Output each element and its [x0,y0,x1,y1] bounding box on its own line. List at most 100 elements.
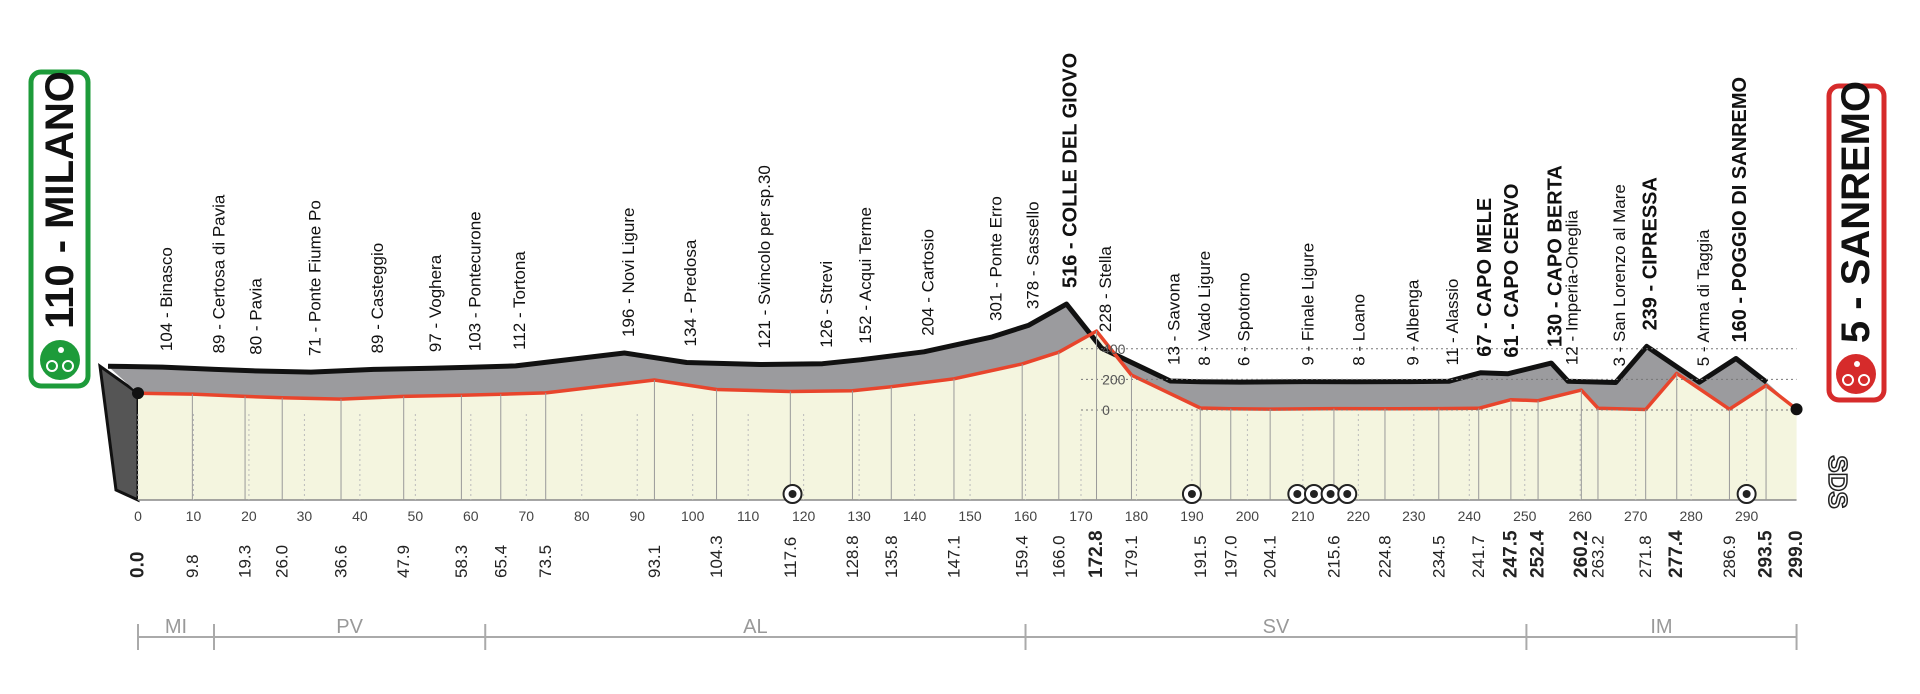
sector-icon [1309,490,1318,498]
waypoint-label: 104 - Binasco [157,247,176,351]
km-label: 277.4 [1666,530,1687,578]
axis-tick-label: 240 [1458,508,1482,524]
start-label: 110 - MILANO [38,71,82,329]
waypoint-label: 6 - Spotorno [1235,273,1254,367]
waypoint-label: 3 - San Lorenzo al Mare [1610,184,1629,366]
axis-tick-label: 90 [629,508,645,524]
km-label: 252.4 [1528,530,1549,578]
axis-tick-label: 270 [1624,508,1648,524]
km-label: 159.4 [1013,535,1032,578]
elevation-tick-label: 0 [1102,402,1110,418]
waypoint-label: 8 - Vado Ligure [1195,251,1214,366]
km-label: 191.5 [1191,535,1210,578]
km-label: 271.8 [1636,535,1655,578]
waypoint-label: 5 - Arma di Taggia [1694,229,1713,366]
finish-badge [1826,83,1887,403]
province-label: PV [336,616,363,638]
finish-icon [1842,374,1854,386]
waypoint-label: 67 - CAPO MELE [1474,198,1496,357]
finish-icon [1858,374,1870,386]
axis-tick-label: 260 [1569,508,1593,524]
finish-label: 5 - SANREMO [1834,81,1878,343]
km-label: 135.8 [882,535,901,578]
start-icon [58,347,64,353]
waypoint-label: 89 - Certosa di Pavia [210,194,229,353]
start-icon [40,340,80,380]
waypoint-label: 160 - POGGIO DI SANREMO [1729,77,1751,343]
waypoint-label: 378 - Sassello [1023,201,1042,309]
sector-icon [1326,490,1335,498]
waypoint-label: 13 - Savona [1165,273,1184,365]
profile-layer: 400 200 0 0 10 20 30 40 50 60 70 80 90 100 110 120 130 14… [98,53,1807,650]
axis-tick-label: 210 [1291,508,1315,524]
axis-tick-label: 100 [681,508,705,524]
waypoint-label: 61 - CAPO CERVO [1501,184,1523,358]
waypoint-label: 239 - CIPRESSA [1640,177,1662,330]
waypoint-label: 71 - Ponte Fiume Po [306,200,325,356]
waypoint-label: 516 - COLLE DEL GIOVO [1060,53,1082,288]
waypoint-label: 301 - Ponte Erro [987,196,1006,321]
axis-tick-label: 140 [903,508,927,524]
waypoint-label: 121 - Svincolo per sp.30 [755,165,774,348]
axis-tick-label: 190 [1180,508,1204,524]
waypoint-label: 134 - Predosa [681,239,700,346]
km-label: 241.7 [1469,535,1488,578]
axis-tick-label: 160 [1014,508,1038,524]
axis-tick-label: 30 [297,508,313,524]
axis-tick-label: 170 [1069,508,1093,524]
province-label: IM [1650,616,1672,638]
waypoint-label: 9 - Albenga [1403,279,1422,366]
start-icon [62,360,74,372]
km-label: 73.5 [536,545,555,578]
km-label: 58.3 [452,545,471,578]
waypoint-label: 80 - Pavia [247,278,266,355]
sector-icon [788,490,797,498]
km-label: 247.5 [1500,530,1521,578]
axis-tick-label: 120 [792,508,816,524]
axis-tick-label: 200 [1236,508,1260,524]
start-dot [132,387,144,400]
km-label: 293.5 [1756,530,1777,578]
km-label: 286.9 [1720,535,1739,578]
profile-ridge [107,301,1769,385]
km-label: 260.2 [1571,530,1592,578]
axis-tick-label: 80 [574,508,590,524]
waypoint-label: 11 - Alassio [1443,279,1462,366]
waypoint-label: 152 - Acqui Terme [856,207,875,344]
waypoint-label: 89 - Casteggio [368,243,387,354]
km-label: 117.6 [781,537,800,578]
start-icon [46,360,58,372]
finish-dot [1790,403,1803,416]
km-label: 128.8 [843,535,862,578]
axis-tick-label: 220 [1347,508,1371,524]
province-label: MI [165,616,187,638]
waypoint-label: 97 - Voghera [426,254,445,352]
sector-icon [1293,490,1302,498]
finish-icon [1836,354,1876,394]
axis-tick-label: 150 [958,508,982,524]
axis-tick-label: 60 [463,508,479,524]
km-label: 215.6 [1324,535,1343,578]
km-label: 204.1 [1261,535,1280,578]
km-label: 166.0 [1049,535,1068,578]
axis-tick-label: 180 [1125,508,1149,524]
axis-tick-label: 50 [408,508,424,524]
waypoint-label: 130 - CAPO BERTA [1544,165,1566,347]
elevation-tick-label: 200 [1102,371,1126,387]
km-label: 19.3 [236,545,255,578]
km-label: 65.4 [491,545,510,578]
axis-tick-label: 110 [737,508,760,524]
axis-tick-label: 130 [847,508,871,524]
logo: SDS [1823,455,1853,508]
sector-icon [1187,490,1196,498]
km-label: 263.2 [1588,535,1607,578]
km-label: 197.0 [1221,535,1240,578]
km-label: 47.9 [394,545,413,578]
axis-tick-label: 290 [1735,508,1759,524]
waypoint-label: 228 - Stella [1096,246,1115,333]
waypoint-label: 196 - Novi Ligure [619,208,638,337]
waypoint-label: 8 - Loano [1349,294,1368,366]
axis-tick-label: 70 [519,508,535,524]
